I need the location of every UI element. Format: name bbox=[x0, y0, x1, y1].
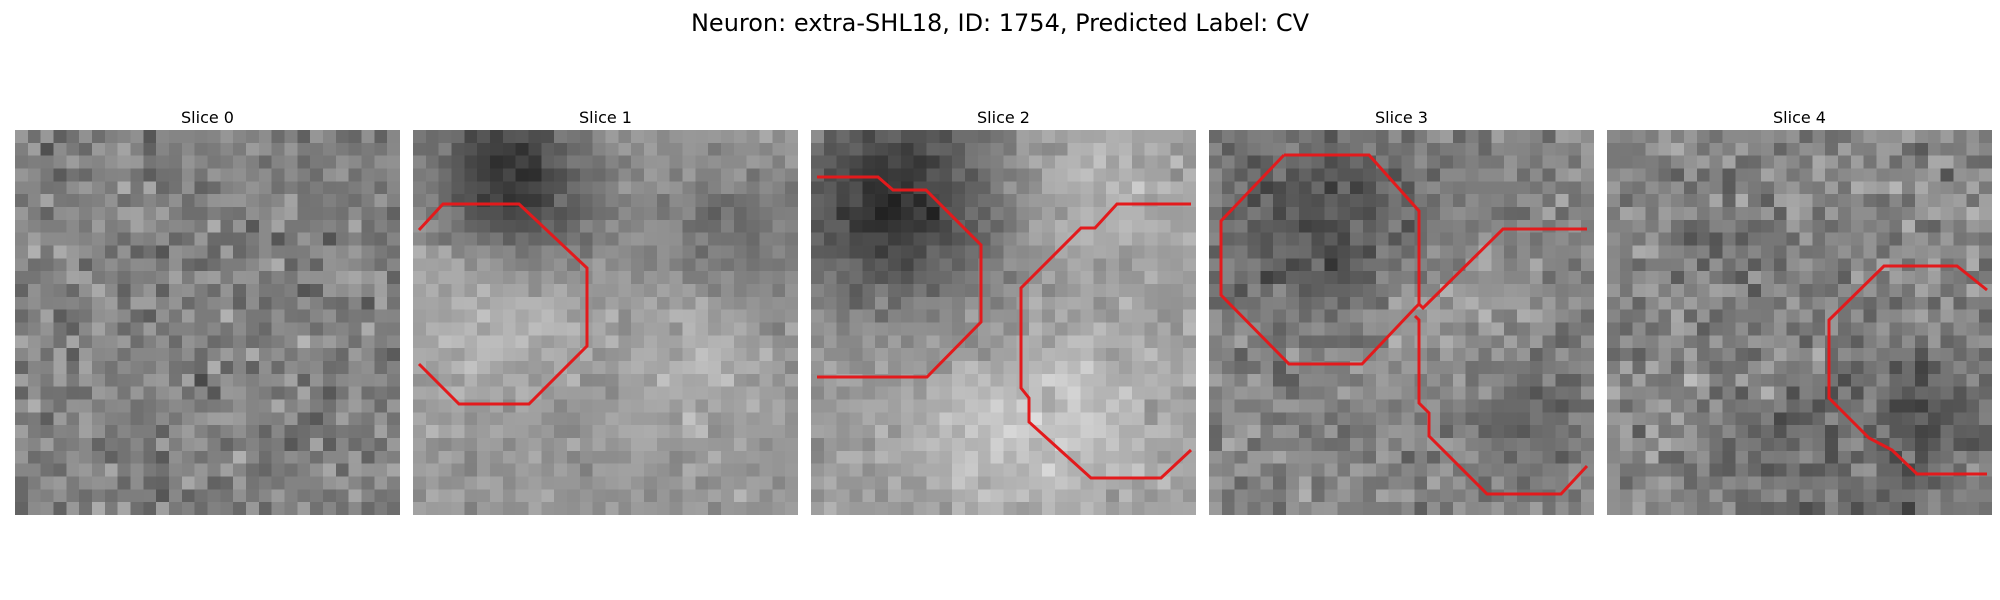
slice-panel-3: Slice 3 bbox=[1209, 108, 1594, 515]
contour-overlay-4 bbox=[1827, 264, 1988, 476]
contour-overlay-3 bbox=[1219, 153, 1589, 496]
slice-title-0: Slice 0 bbox=[181, 108, 234, 127]
slice-panel-0: Slice 0 bbox=[15, 108, 400, 515]
contour-overlay-1 bbox=[417, 202, 589, 406]
contour-overlay-2 bbox=[817, 175, 1193, 480]
roi-contour bbox=[1413, 314, 1589, 496]
roi-contour bbox=[417, 202, 589, 406]
slice-panel-2: Slice 2 bbox=[811, 108, 1196, 515]
slice-image-3 bbox=[1209, 130, 1594, 515]
slice-image-1 bbox=[413, 130, 798, 515]
slice-heatmap-1 bbox=[413, 130, 798, 515]
roi-contour bbox=[1019, 202, 1193, 480]
slice-title-4: Slice 4 bbox=[1773, 108, 1826, 127]
slice-heatmap-0 bbox=[15, 130, 400, 515]
slice-heatmap-2 bbox=[811, 130, 1196, 515]
slice-image-0 bbox=[15, 130, 400, 515]
slice-heatmap-4 bbox=[1607, 130, 1992, 515]
roi-contour bbox=[1219, 153, 1421, 366]
figure-title: Neuron: extra-SHL18, ID: 1754, Predicted… bbox=[690, 9, 1310, 37]
slice-image-4 bbox=[1607, 130, 1992, 515]
slice-panel-4: Slice 4 bbox=[1607, 108, 1992, 515]
slice-title-1: Slice 1 bbox=[579, 108, 632, 127]
slice-panel-1: Slice 1 bbox=[413, 108, 798, 515]
slice-title-3: Slice 3 bbox=[1375, 108, 1428, 127]
roi-contour bbox=[817, 175, 983, 379]
roi-contour bbox=[1417, 227, 1587, 311]
slice-title-2: Slice 2 bbox=[977, 108, 1030, 127]
slice-image-2 bbox=[811, 130, 1196, 515]
roi-contour bbox=[1827, 264, 1988, 476]
